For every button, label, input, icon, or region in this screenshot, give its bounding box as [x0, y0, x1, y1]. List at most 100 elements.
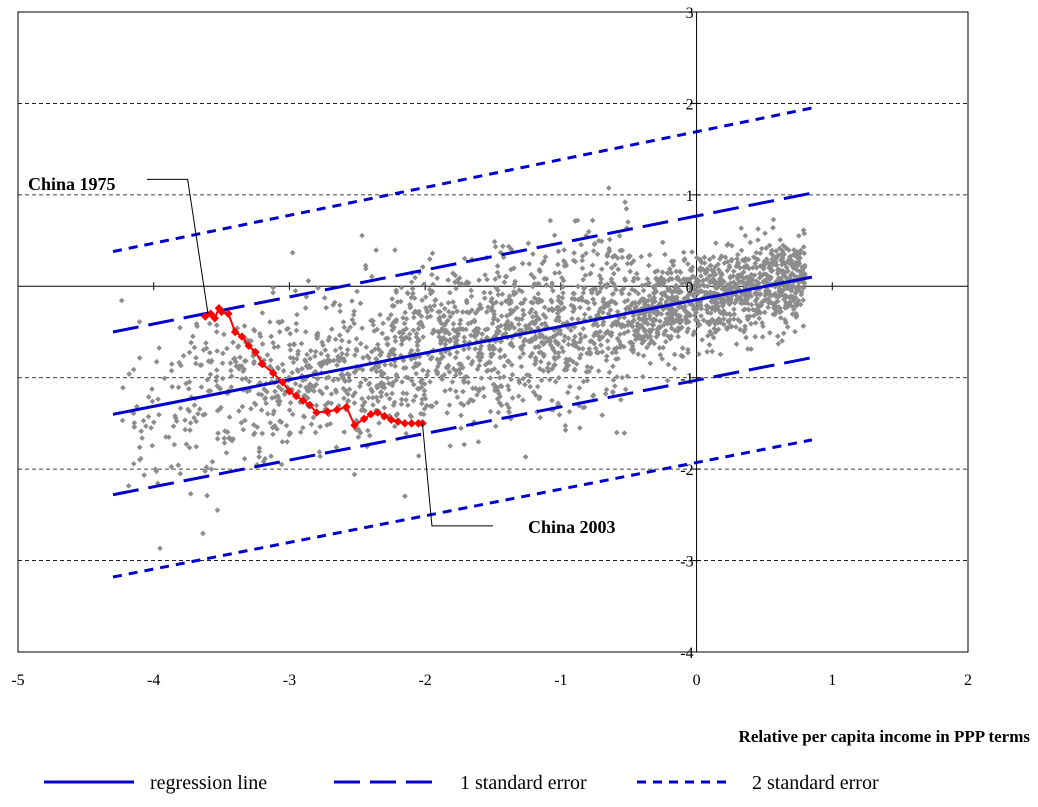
scatter-point	[693, 254, 700, 261]
scatter-point	[738, 225, 745, 232]
scatter-point	[300, 413, 307, 420]
x-tick-label: 0	[693, 672, 701, 689]
scatter-point	[208, 466, 215, 472]
scatter-point	[797, 247, 804, 254]
scatter-point	[594, 312, 600, 319]
china-point	[251, 347, 260, 357]
scatter-point	[380, 320, 386, 327]
china-point	[386, 415, 396, 425]
scatter-point	[536, 344, 543, 350]
scatter-point	[639, 373, 646, 380]
scatter-point	[391, 352, 398, 358]
scatter-point	[630, 349, 637, 355]
scatter-point	[728, 257, 735, 264]
scatter-point	[787, 272, 794, 279]
scatter-point	[456, 366, 463, 373]
scatter-point	[251, 430, 258, 436]
scatter-point	[359, 395, 365, 402]
scatter-point	[384, 341, 391, 348]
scatter-point	[427, 256, 433, 262]
scatter-point	[268, 453, 274, 460]
scatter-point	[248, 405, 254, 412]
scatter-point	[241, 366, 247, 372]
scatter-point	[751, 272, 758, 278]
scatter-point	[318, 350, 324, 357]
scatter-point	[605, 310, 612, 317]
scatter-point	[528, 306, 535, 313]
scatter-point	[148, 424, 154, 431]
scatter-point	[739, 298, 746, 305]
scatter-point	[287, 429, 293, 436]
scatter-point	[364, 427, 371, 434]
scatter-point	[410, 364, 417, 371]
scatter-point	[639, 340, 645, 346]
scatter-point	[418, 400, 425, 407]
scatter-point	[710, 334, 717, 341]
scatter-point	[536, 349, 543, 356]
scatter-point	[450, 321, 457, 327]
scatter-point	[280, 368, 287, 374]
scatter-point	[403, 334, 410, 341]
scatter-point	[502, 325, 509, 332]
scatter-point	[317, 423, 323, 430]
scatter-point	[420, 334, 426, 340]
scatter-point	[533, 313, 540, 320]
scatter-point	[611, 346, 618, 352]
scatter-point	[264, 410, 271, 417]
scatter-point	[610, 377, 617, 383]
scatter-point	[415, 453, 422, 459]
scatter-point	[673, 268, 680, 275]
scatter-point	[376, 420, 382, 426]
scatter-point	[624, 260, 631, 267]
scatter-point	[260, 458, 267, 465]
scatter-point	[471, 317, 478, 324]
scatter-point	[641, 315, 647, 321]
scatter-point	[641, 319, 648, 326]
scatter-point	[398, 396, 405, 403]
scatter-point	[226, 414, 233, 420]
scatter-point	[340, 319, 347, 325]
scatter-point	[779, 255, 786, 262]
scatter-point	[675, 325, 682, 331]
scatter-point	[585, 299, 591, 306]
scatter-point	[792, 290, 799, 296]
scatter-point	[776, 288, 782, 295]
scatter-point	[274, 364, 281, 371]
scatter-point	[569, 295, 576, 302]
scatter-point	[618, 396, 624, 403]
scatter-point	[768, 274, 774, 281]
scatter-point	[454, 349, 460, 356]
scatter-point	[635, 351, 642, 357]
scatter-point	[204, 376, 211, 383]
scatter-point	[191, 344, 198, 351]
scatter-point	[330, 377, 337, 384]
scatter-point	[597, 280, 604, 286]
scatter-point	[375, 346, 382, 353]
scatter-point	[453, 388, 459, 395]
scatter-point	[713, 281, 720, 288]
scatter-point	[698, 273, 704, 279]
scatter-point	[754, 310, 761, 317]
scatter-point	[762, 292, 769, 299]
china-point	[258, 359, 267, 369]
scatter-point	[224, 345, 230, 352]
scatter-point	[558, 300, 565, 307]
scatter-point	[699, 336, 706, 343]
scatter-point	[183, 441, 190, 448]
scatter-point	[449, 379, 456, 385]
scatter-point	[755, 256, 761, 263]
scatter-point	[594, 322, 601, 329]
scatter-point	[612, 383, 618, 389]
scatter-point	[400, 390, 406, 396]
scatter-point	[316, 449, 323, 455]
scatter-point	[131, 420, 138, 426]
scatter-point	[259, 310, 266, 316]
scatter-point	[243, 375, 249, 382]
scatter-point	[497, 354, 504, 361]
scatter-point	[412, 308, 419, 314]
scatter-point	[549, 397, 555, 404]
scatter-point	[612, 262, 618, 268]
scatter-point	[479, 331, 486, 338]
scatter-point	[149, 442, 156, 449]
scatter-point	[757, 250, 764, 257]
